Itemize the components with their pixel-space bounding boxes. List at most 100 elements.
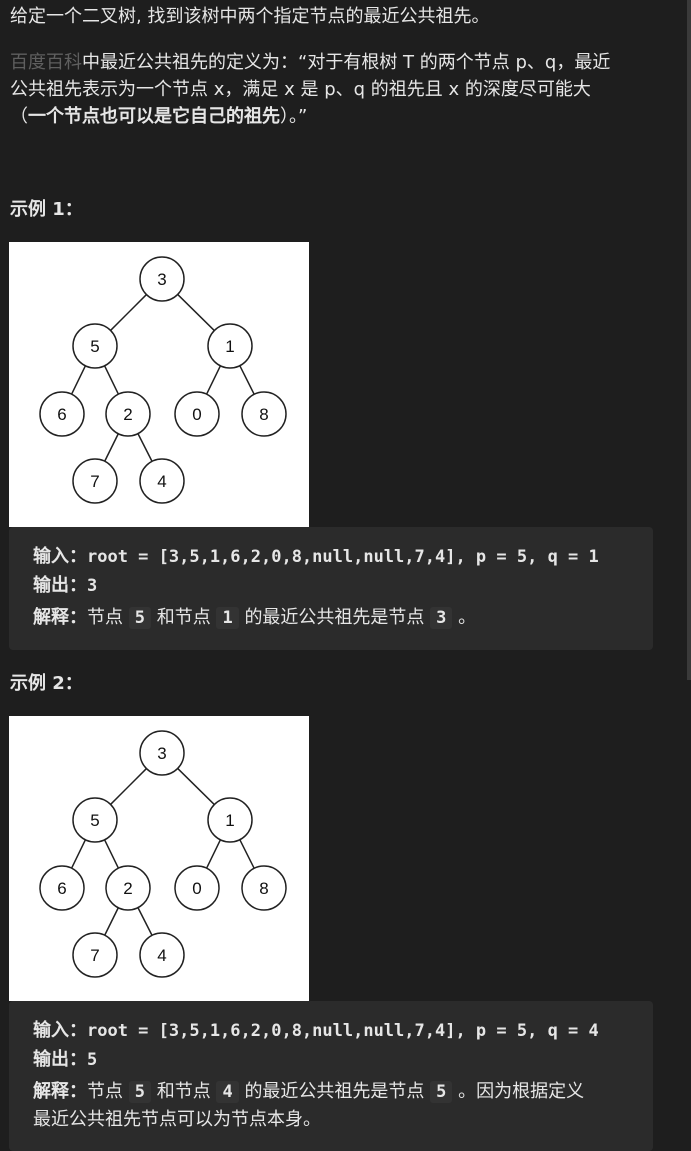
example-1-explanation: 解释：节点 5 和节点 1 的最近公共祖先是节点 3 。 xyxy=(33,604,476,632)
example-2-explanation-line-2: 最近公共祖先节点可以为节点本身。 xyxy=(33,1109,321,1130)
tree-edge xyxy=(239,365,255,395)
tree-node-label: 6 xyxy=(57,405,66,424)
binary-tree-diagram: 3 5 1 6 2 0 8 7 4 xyxy=(39,256,287,504)
inline-code: 5 xyxy=(128,607,151,629)
tree-node-label: 7 xyxy=(90,946,99,965)
explain-text: 节点 xyxy=(87,1081,123,1102)
tree-edge xyxy=(205,839,222,869)
tree-edge xyxy=(137,433,153,462)
tree-node xyxy=(72,323,118,369)
example-1-box: 输入：root = [3,5,1,6,2,0,8,null,null,7,4],… xyxy=(9,527,653,650)
tree-node-label: 3 xyxy=(157,270,166,289)
explain-label: 解释： xyxy=(33,607,87,628)
intro-paren-open: （ xyxy=(10,106,28,127)
output-value: 5 xyxy=(87,1050,98,1070)
example-2-input: 输入：root = [3,5,1,6,2,0,8,null,null,7,4],… xyxy=(33,1017,599,1045)
inline-code: 4 xyxy=(216,1081,239,1103)
tree-node xyxy=(174,865,220,911)
input-value: root = [3,5,1,6,2,0,8,null,null,7,4], p … xyxy=(87,547,599,567)
tree-edge xyxy=(205,365,222,395)
intro-line-2-text: 中最近公共祖先的定义为：“对于有根树 T 的两个节点 p、q，最近 xyxy=(82,52,611,73)
inline-code: 1 xyxy=(216,607,239,629)
tree-node-label: 2 xyxy=(123,405,132,424)
tree-node-label: 5 xyxy=(90,337,99,356)
tree-edge xyxy=(137,907,153,936)
example-2-output: 输出：5 xyxy=(33,1046,97,1074)
explain-text: 和节点 xyxy=(156,607,211,628)
tree-node-label: 6 xyxy=(57,879,66,898)
tree-node xyxy=(72,458,118,504)
tree-node-label: 3 xyxy=(157,744,166,763)
tree-node xyxy=(39,391,85,437)
intro-bold-text: 一个节点也可以是它自己的祖先 xyxy=(28,106,280,127)
tree-edge xyxy=(104,907,119,936)
tree-node-label: 8 xyxy=(259,405,268,424)
output-value: 3 xyxy=(87,576,98,596)
intro-line-4: （一个节点也可以是它自己的祖先）。” xyxy=(10,104,307,130)
tree-edge xyxy=(104,433,119,462)
baidu-baike-link[interactable]: 百度百科 xyxy=(10,52,82,73)
inline-code: 5 xyxy=(430,1081,453,1103)
intro-paren-close: ）。” xyxy=(280,106,308,127)
input-label: 输入： xyxy=(33,1020,87,1041)
explain-text: 。 xyxy=(458,607,477,628)
page-scrollbar[interactable] xyxy=(687,0,691,680)
tree-edge xyxy=(70,365,87,395)
tree-node xyxy=(139,458,185,504)
example-2-box: 输入：root = [3,5,1,6,2,0,8,null,null,7,4],… xyxy=(9,1001,653,1151)
intro-line-1: 给定一个二叉树, 找到该树中两个指定节点的最近公共祖先。 xyxy=(10,6,490,27)
tree-node-label: 5 xyxy=(90,811,99,830)
example-1-input: 输入：root = [3,5,1,6,2,0,8,null,null,7,4],… xyxy=(33,543,599,571)
tree-edge xyxy=(177,293,215,332)
explain-text: 的最近公共祖先是节点 xyxy=(244,1081,425,1102)
tree-node xyxy=(139,932,185,978)
tree-node xyxy=(139,730,185,776)
tree-edge xyxy=(110,294,147,331)
tree-node xyxy=(72,797,118,843)
inline-code: 5 xyxy=(128,1081,151,1103)
tree-edge xyxy=(103,839,120,869)
tree-edge xyxy=(110,768,147,805)
tree-node xyxy=(241,865,287,911)
explain-text: 的最近公共祖先是节点 xyxy=(244,607,425,628)
tree-node-label: 8 xyxy=(259,879,268,898)
tree-node xyxy=(207,323,253,369)
input-value: root = [3,5,1,6,2,0,8,null,null,7,4], p … xyxy=(87,1021,599,1041)
inline-code: 3 xyxy=(430,607,453,629)
intro-line-2: 百度百科中最近公共祖先的定义为：“对于有根树 T 的两个节点 p、q，最近 xyxy=(10,50,610,76)
tree-node-label: 1 xyxy=(225,811,234,830)
explain-text: 。因为根据定义 xyxy=(458,1081,585,1102)
tree-node-label: 0 xyxy=(192,879,201,898)
example-1-tree-image: 3 5 1 6 2 0 8 7 4 xyxy=(9,242,309,527)
output-label: 输出： xyxy=(33,575,87,596)
binary-tree-diagram: 3 5 1 6 2 0 8 7 4 xyxy=(39,730,287,978)
tree-node-label: 1 xyxy=(225,337,234,356)
explain-label: 解释： xyxy=(33,1081,87,1102)
example-2-explanation: 解释：节点 5 和节点 4 的最近公共祖先是节点 5 。因为根据定义 xyxy=(33,1078,584,1106)
tree-node xyxy=(241,391,287,437)
tree-node xyxy=(207,797,253,843)
tree-node-label: 7 xyxy=(90,472,99,491)
tree-node-label: 4 xyxy=(157,472,166,491)
tree-edge xyxy=(177,767,215,806)
intro-line-3: 公共祖先表示为一个节点 x，满足 x 是 p、q 的祖先且 x 的深度尽可能大 xyxy=(10,79,591,100)
tree-node-label: 0 xyxy=(192,405,201,424)
tree-node xyxy=(174,391,220,437)
example-2-heading: 示例 2： xyxy=(10,673,83,694)
tree-node-label: 2 xyxy=(123,879,132,898)
tree-node xyxy=(105,865,151,911)
tree-node xyxy=(72,932,118,978)
tree-edge xyxy=(70,839,87,869)
tree-edge xyxy=(239,839,255,869)
tree-edge xyxy=(103,365,120,395)
explain-text: 节点 xyxy=(87,607,123,628)
output-label: 输出： xyxy=(33,1049,87,1070)
example-2-tree-image: 3 5 1 6 2 0 8 7 4 xyxy=(9,716,309,1001)
example-1-output: 输出：3 xyxy=(33,572,97,600)
tree-node xyxy=(139,256,185,302)
tree-node-label: 4 xyxy=(157,946,166,965)
explain-text: 和节点 xyxy=(156,1081,211,1102)
input-label: 输入： xyxy=(33,546,87,567)
example-1-heading: 示例 1： xyxy=(10,199,83,220)
tree-node xyxy=(105,391,151,437)
